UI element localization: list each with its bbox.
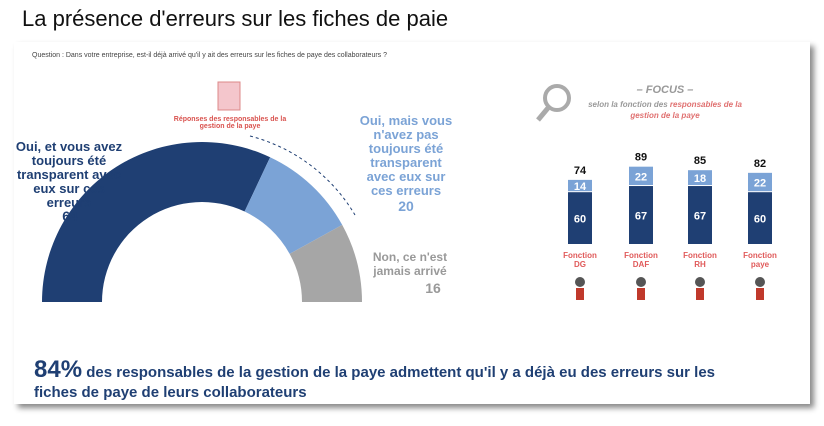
bar-total: 82 (754, 158, 766, 170)
bar-value: 14 (574, 181, 587, 193)
subtitle-part: responsables de la gestion de la paye (630, 100, 742, 120)
person-icon-body (756, 288, 764, 300)
title: La présence d'erreurs sur les fiches de … (22, 6, 449, 31)
category-label: Fonction RH (683, 251, 717, 269)
donut-slice (244, 157, 343, 254)
bar-value: 67 (635, 211, 647, 223)
doc-icon (217, 81, 241, 111)
bar-value: 67 (694, 211, 706, 223)
category-label: Fonction DAF (624, 251, 658, 269)
person-icon (575, 277, 585, 287)
bar-segment (629, 166, 653, 186)
bar-total: 74 (574, 165, 587, 177)
person-icon-body (576, 288, 584, 300)
donut-slice (42, 141, 271, 302)
bar-segment (688, 170, 712, 186)
question: Question : Dans votre entreprise, est-il… (32, 52, 388, 59)
conclusion: 84% des responsables de la gestion de la… (34, 358, 734, 403)
bar-segment (568, 192, 592, 244)
magnifier-icon (543, 84, 571, 112)
bar-total: 89 (635, 152, 647, 164)
person-icon (755, 277, 765, 287)
bar-value: 22 (635, 171, 647, 183)
slice-value: 16 (425, 280, 441, 296)
focus-title: – FOCUS – (636, 84, 694, 96)
subtitle-part: selon la fonction des (588, 100, 668, 109)
bar-value: 22 (754, 178, 766, 190)
conclusion-highlight: 84% (34, 356, 83, 383)
person-icon (636, 277, 646, 287)
donut-slice (289, 224, 362, 302)
center-label: Réponses des responsables de la gestion … (173, 116, 287, 130)
arrow-arc (249, 135, 356, 216)
slice-value: 20 (398, 198, 414, 214)
focus-subtitle: selon la fonction des responsables de la… (580, 99, 750, 121)
slice-value: 64 (62, 208, 78, 224)
bar-value: 18 (694, 173, 706, 185)
person-icon-body (637, 288, 645, 300)
slice-label: Non, ce n'est jamais arrivé (372, 250, 448, 278)
slide (14, 42, 810, 404)
bar-value: 60 (754, 214, 766, 226)
bar-segment (688, 186, 712, 244)
category-label: Fonction paye (743, 251, 777, 269)
bar-segment (748, 172, 772, 192)
bar-segment (568, 179, 592, 192)
bar-total: 85 (694, 155, 706, 167)
bar-value: 60 (574, 214, 586, 226)
person-icon (695, 277, 705, 287)
conclusion-text: des responsables de la gestion de la pay… (34, 364, 716, 401)
slice-label: Oui, mais vous n'avez pas toujours été t… (359, 113, 453, 198)
category-label: Fonction DG (563, 251, 597, 269)
slice-label: Oui, et vous avez toujours été transpare… (15, 139, 123, 210)
magnifier-handle (536, 106, 550, 122)
person-icon-body (696, 288, 704, 300)
bar-segment (748, 192, 772, 244)
bar-segment (629, 186, 653, 244)
